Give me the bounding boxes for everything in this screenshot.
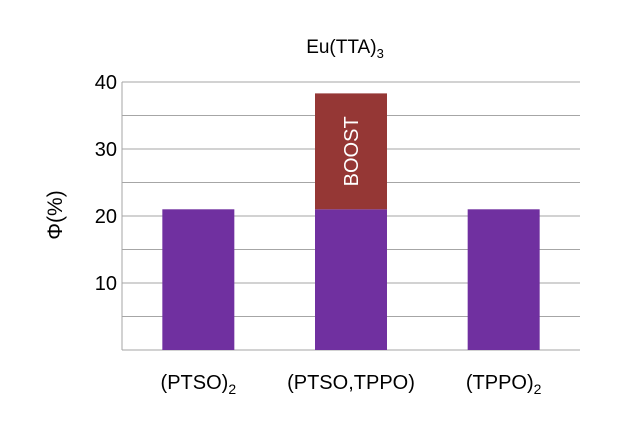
y-tick-label: 40 (95, 72, 117, 94)
y-tick-label: 20 (95, 206, 117, 228)
bar-annotation-boost: BOOST (341, 116, 363, 186)
bar (467, 209, 540, 350)
x-tick-label: (PTSO,TPPO) (287, 372, 415, 394)
x-tick-label: (PTSO)2 (161, 372, 237, 397)
bars (162, 93, 540, 350)
bar (162, 209, 235, 350)
x-tick-label: (TPPO)2 (466, 372, 542, 397)
y-tick-label: 30 (95, 139, 117, 161)
bar (315, 93, 387, 210)
chart-title: Eu(TTA)3 (306, 37, 384, 61)
bar (315, 209, 387, 350)
y-axis-label: Φ(%) (44, 190, 67, 239)
labels: 10 20 30 40 (PTSO)2 BOOST (PTSO,TPPO) (TPPO)2 (95, 72, 542, 397)
y-tick-label: 10 (95, 273, 117, 295)
